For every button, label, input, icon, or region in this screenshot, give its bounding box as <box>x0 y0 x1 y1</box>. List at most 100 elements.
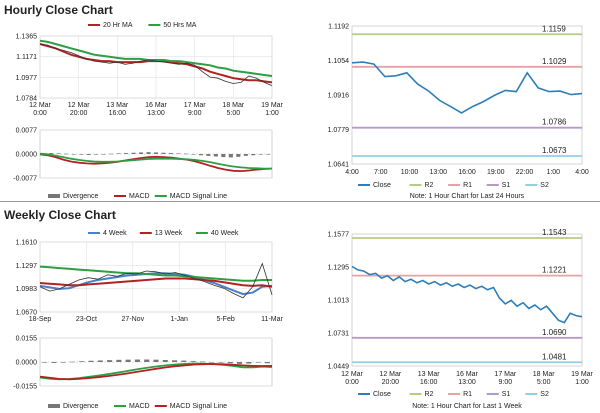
y-tick-label: 1.1610 <box>16 240 38 247</box>
legend-13-week-label: 13 Week <box>155 230 183 237</box>
divergence-bar <box>60 362 66 363</box>
x-tick-label: 11-Mar <box>261 316 283 323</box>
divergence-bar <box>209 362 215 363</box>
x-tick-label: 17 Mar 9:00 <box>494 371 516 386</box>
hourly-macd-chart: 0.0077 0.0000 -0.0077 Divergence MACD MACD Si… <box>13 128 273 200</box>
divergence-bar <box>206 154 211 156</box>
divergence-bar <box>198 154 203 156</box>
level-label-s1: 1.0690 <box>542 328 567 337</box>
series-close <box>351 61 583 114</box>
divergence-bar <box>264 362 270 364</box>
y-tick-label: 1.1295 <box>328 265 350 272</box>
x-tick-label: 1:00 <box>546 169 560 176</box>
divergence-bar <box>251 154 256 156</box>
series-13-week <box>39 277 273 288</box>
series-macd-signal-line <box>39 152 272 170</box>
level-label-s2: 1.0673 <box>542 146 567 155</box>
x-tick-label: 18-Sep <box>29 316 52 323</box>
y-tick-label: 1.0670 <box>16 310 38 317</box>
legend-macd-label: MACD <box>129 403 150 410</box>
plot-area <box>351 233 583 367</box>
divergence-bar <box>218 362 224 363</box>
legend-50-hrs-ma-label: 50 Hrs MA <box>163 22 196 29</box>
legend-s2-label: S2 <box>540 391 549 398</box>
y-tick-label: 1.0983 <box>16 286 38 293</box>
legend-macd-signal-line-label: MACD Signal Line <box>170 193 227 200</box>
divergence-bar <box>116 359 122 362</box>
weekly-section-title: Weekly Close Chart <box>4 208 116 222</box>
x-tick-label: 17 Mar 9:00 <box>184 102 206 117</box>
divergence-bar <box>172 360 178 362</box>
y-tick-label: 1.0449 <box>328 364 350 371</box>
divergence-bar <box>69 361 76 363</box>
divergence-bar <box>42 362 48 363</box>
divergence-bar <box>116 153 121 154</box>
legend-20-hr-ma-label: 20 Hr MA <box>103 22 133 29</box>
x-tick-label: 18 Mar 5:00 <box>222 102 244 117</box>
plot-area <box>351 25 583 165</box>
series-40-week <box>39 265 272 282</box>
divergence-bar <box>236 362 243 364</box>
x-tick-label: 19 Mar 1:00 <box>261 102 283 117</box>
divergence-bar <box>101 154 106 155</box>
y-tick-label: 0.0000 <box>16 360 38 367</box>
legend-macd-signal-line-label: MACD Signal Line <box>170 403 227 410</box>
level-label-r1: 1.1221 <box>542 266 567 275</box>
divergence-bar <box>243 154 248 156</box>
divergence-bar <box>176 153 181 154</box>
level-label-r2: 1.1159 <box>542 24 566 33</box>
x-tick-label: 16 Mar 13:00 <box>456 371 478 386</box>
x-tick-label: 19:00 <box>487 169 505 176</box>
y-tick-label: 0.0000 <box>16 152 38 159</box>
x-tick-label: 13 Mar 16:00 <box>418 371 440 386</box>
x-tick-label: 12 Mar 0:00 <box>341 371 363 386</box>
series-macd <box>39 153 273 173</box>
divergence-bar <box>56 153 61 154</box>
y-tick-label: 1.1577 <box>328 232 350 239</box>
series-close <box>351 265 583 324</box>
divergence-bar <box>161 152 166 154</box>
divergence-bar <box>138 152 144 154</box>
divergence-bar <box>168 153 174 154</box>
x-tick-label: 4:00 <box>575 169 589 176</box>
series-50-hrs-ma <box>39 39 273 77</box>
legend-close-label: Close <box>373 391 391 398</box>
x-tick-label: 5-Feb <box>216 316 234 323</box>
divergence-bar <box>227 362 233 364</box>
divergence-bar <box>86 154 91 155</box>
divergence-bar <box>64 153 69 155</box>
divergence-bar <box>79 154 84 155</box>
divergence-bar <box>266 154 271 155</box>
x-tick-label: 12 Mar 20:00 <box>379 371 401 386</box>
y-tick-label: 1.0731 <box>328 331 350 338</box>
x-tick-label: 16:00 <box>458 169 476 176</box>
divergence-bar <box>153 152 159 154</box>
series-close <box>39 262 273 299</box>
weekly-macd-chart: 0.0155 0.0000 -0.0155 Divergence MACD MACD Si… <box>13 336 273 410</box>
y-tick-label: 1.1054 <box>328 58 350 65</box>
level-label-r2: 1.1543 <box>542 228 567 237</box>
x-tick-label: 1-Jan <box>170 316 188 323</box>
divergence-bar <box>71 154 76 155</box>
y-tick-label: 1.0977 <box>16 75 38 82</box>
x-tick-label: 4:00 <box>345 169 359 176</box>
y-tick-label: 1.1013 <box>328 298 350 305</box>
y-tick-label: 0.0077 <box>16 128 38 135</box>
divergence-bar <box>94 154 99 155</box>
legend-divergence-label: Divergence <box>63 193 99 200</box>
x-tick-label: 12 Mar 0:00 <box>29 102 51 117</box>
divergence-bar <box>183 153 188 155</box>
y-tick-label: 0.0155 <box>16 336 38 343</box>
series-macd-signal-line <box>39 363 273 381</box>
divergence-bar <box>255 362 261 363</box>
x-tick-label: 23-Oct <box>76 316 97 323</box>
y-tick-label: 1.1297 <box>16 263 38 270</box>
divergence-bar <box>134 359 140 362</box>
x-tick-label: 27-Nov <box>122 316 145 323</box>
divergence-bar <box>258 154 263 155</box>
y-tick-label: -0.0077 <box>13 176 37 183</box>
y-tick-label: 1.0779 <box>328 127 350 134</box>
divergence-bar <box>190 361 196 362</box>
